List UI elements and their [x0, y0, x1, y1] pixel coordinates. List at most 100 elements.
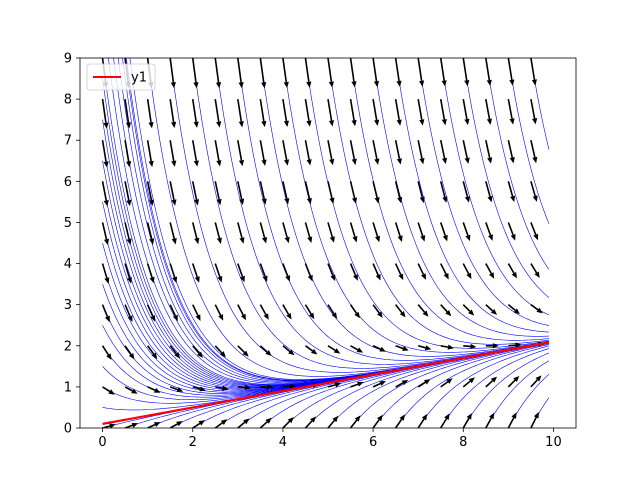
arrow-head: [486, 79, 492, 87]
arrow-shaft: [191, 222, 198, 239]
arrow-shaft: [237, 304, 244, 316]
arrow-shaft: [327, 181, 333, 199]
x-tick-label: 2: [189, 435, 197, 450]
y-tick-label: 7: [64, 134, 72, 149]
arrow-shaft: [259, 222, 266, 238]
arrow-shaft: [530, 140, 536, 158]
arrow-shaft: [440, 381, 449, 388]
arrow-head: [244, 384, 251, 391]
arrow-shaft: [101, 263, 108, 279]
arrow-shaft: [395, 382, 404, 388]
x-axis: 0 2 4 6 8 10: [98, 428, 562, 450]
arrow-shaft: [462, 58, 468, 81]
arrow-shaft: [259, 58, 265, 83]
arrow-shaft: [507, 417, 515, 428]
arrow-head: [198, 420, 205, 426]
arrow-head: [148, 160, 154, 168]
arrow-head: [310, 416, 317, 423]
arrow-shaft: [327, 140, 333, 160]
arrow-shaft: [395, 345, 404, 350]
arrow-head: [149, 238, 155, 245]
arrow-head: [511, 412, 517, 419]
y-tick-label: 9: [64, 52, 72, 67]
arrow-head: [445, 310, 452, 317]
arrow-head: [444, 413, 450, 420]
arrow-head: [510, 234, 516, 241]
streamline: [395, 344, 550, 428]
arrow-head: [374, 119, 380, 127]
arrow-shaft: [214, 140, 220, 161]
arrow-shaft: [304, 222, 311, 238]
arrow-shaft: [124, 386, 133, 392]
arrow-head: [486, 118, 493, 125]
arrow-head: [353, 274, 358, 281]
arrow-head: [489, 412, 495, 420]
arrow-shaft: [304, 263, 311, 277]
arrow-head: [106, 353, 112, 360]
arrow-shaft: [485, 181, 491, 197]
arrow-head: [307, 274, 313, 282]
arrow-shaft: [417, 345, 426, 349]
arrow-head: [265, 417, 272, 424]
arrow-shaft: [439, 181, 446, 198]
arrow-shaft: [169, 222, 175, 239]
arrow-shaft: [530, 181, 536, 197]
arrow-head: [171, 160, 177, 167]
arrow-shaft: [417, 58, 423, 81]
arrow-shaft: [214, 181, 220, 200]
arrow-head: [442, 234, 448, 242]
arrow-head: [220, 419, 228, 425]
arrow-head: [125, 122, 132, 129]
arrow-head: [286, 313, 292, 320]
arrow-head: [330, 274, 336, 282]
arrow-shaft: [462, 304, 471, 312]
streamline: [440, 348, 550, 428]
arrow-shaft: [169, 263, 176, 278]
arrow-head: [534, 271, 540, 279]
arrow-head: [103, 161, 109, 168]
arrow-shaft: [259, 304, 267, 316]
arrow-shaft: [350, 345, 359, 351]
arrow-shaft: [417, 263, 425, 275]
arrow-shaft: [214, 345, 223, 354]
arrow-head: [127, 315, 133, 322]
arrow-shaft: [146, 140, 152, 162]
arrow-head: [510, 195, 516, 203]
arrow-head: [151, 352, 158, 359]
arrow-shaft: [372, 263, 379, 276]
arrow-shaft: [530, 222, 537, 235]
arrow-shaft: [259, 98, 265, 122]
arrow-shaft: [327, 345, 336, 352]
arrow-shaft: [349, 98, 355, 121]
arrow-shaft: [439, 140, 446, 159]
arrow-head: [332, 415, 339, 423]
arrow-shaft: [349, 419, 358, 428]
arrow-shaft: [282, 304, 290, 315]
arrow-head: [442, 196, 448, 203]
arrow-shaft: [282, 345, 291, 353]
arrow-shaft: [349, 140, 356, 160]
arrow-head: [377, 311, 383, 318]
arrow-shaft: [237, 421, 246, 428]
arrow-head: [262, 275, 268, 282]
arrow-shaft: [191, 58, 197, 83]
arrow-head: [284, 159, 290, 166]
arrow-shaft: [485, 304, 494, 312]
arrow-head: [153, 387, 161, 393]
arrow-head: [261, 198, 267, 205]
arrow-head: [470, 343, 477, 350]
arrow-head: [239, 275, 245, 283]
arrow-shaft: [417, 418, 425, 428]
arrow-shaft: [440, 344, 449, 348]
direction-arrows: [101, 58, 545, 428]
arrow-head: [464, 196, 470, 203]
arrow-head: [513, 308, 520, 315]
arrow-shaft: [124, 140, 130, 162]
arrow-head: [466, 413, 472, 420]
arrow-head: [329, 197, 335, 205]
arrow-head: [511, 271, 517, 279]
arrow-shaft: [237, 98, 243, 122]
arrow-head: [532, 195, 538, 202]
arrow-shaft: [214, 222, 221, 239]
arrow-shaft: [327, 222, 334, 238]
